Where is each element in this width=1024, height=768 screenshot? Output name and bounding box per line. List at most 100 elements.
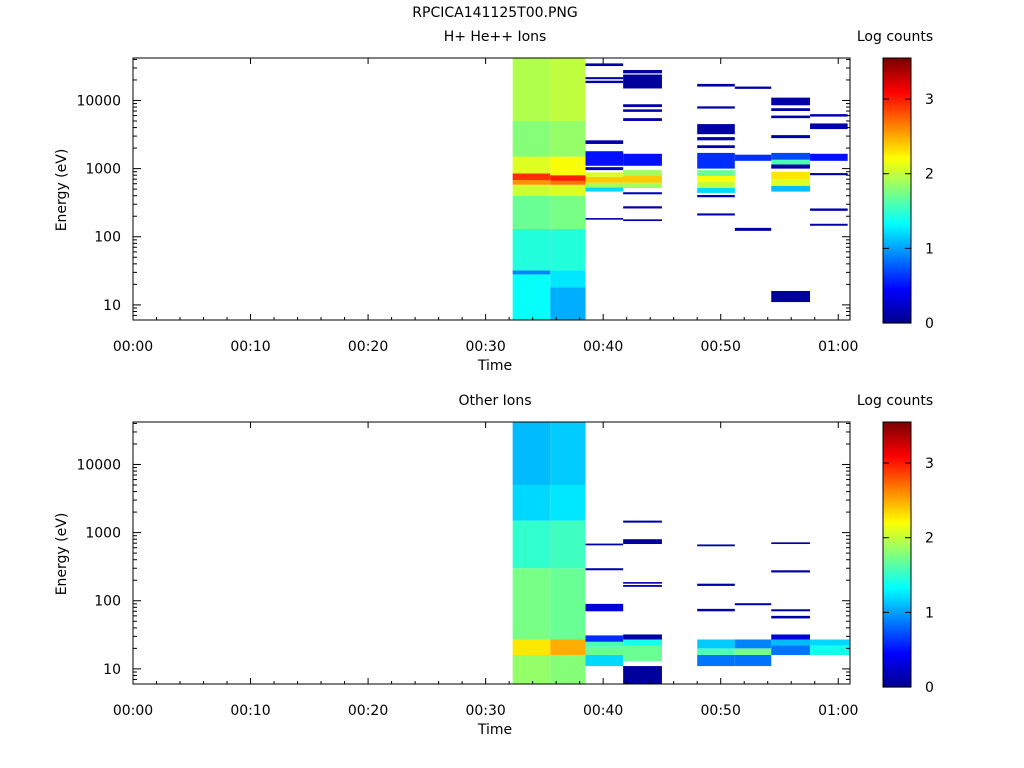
panel-2-colorbar-strip [883,600,911,604]
panel-2-colorbar-strip [883,605,911,609]
panel-1-colorbar-strip [883,278,911,282]
panel-1-colorbar-strip [883,263,911,267]
panel-1-colorbar-strip [883,287,911,291]
panel-2-cell-c3-b7 [623,520,662,523]
panel-1-colorbar-strip [883,183,911,187]
panel-2-colorbar-strip [883,611,911,615]
panel-2-colorbar-strip [883,651,911,655]
panel-1-cell-c1-b1 [550,270,586,288]
panel-1-colorbar-strip [883,157,911,161]
panel-1-cell-c0-b7 [512,156,551,174]
panel-1-cell-c3-b10 [623,74,662,89]
panel-2-cell-c1-b0 [550,654,586,684]
panel-1-cell-c4-b11 [697,83,735,87]
panel-1-cell-c0-b2 [512,228,551,271]
panel-2-colorbar-strip [883,653,911,657]
panel-1-colorbar-strip [883,73,911,77]
panel-1-colorbar-strip [883,300,911,304]
panel-2-cell-c1-b1 [550,639,586,655]
panel-1-colorbar-label: Log counts [856,29,934,45]
panel-1-colorbar-strip [883,258,911,262]
panel-2-colorbar-strip [883,589,911,593]
panel-2-colorbar-strip [883,448,911,452]
panel-1-colorbar-strip [883,247,911,251]
panel-2-cell-c2-b0 [585,654,624,667]
panel-1-colorbar-strip [883,141,911,145]
panel-2-cbar-label-3: 3 [925,456,934,472]
panel-2-cell-c7-b1 [810,639,850,646]
panel-1-colorbar-strip [883,252,911,256]
panel-2-cell-c1-b3 [550,520,586,569]
panel-1-colorbar-strip [883,294,911,298]
panel-1-colorbar-strip [883,197,911,200]
panel-1-colorbar-strip [883,307,911,311]
panel-1-colorbar-strip [883,203,911,207]
panel-2-colorbar-strip [883,583,911,587]
panel-1-colorbar-strip [883,292,911,295]
panel-2-colorbar-strip [883,534,911,538]
panel-1-colorbar-strip [883,126,911,130]
panel-1-colorbar-strip [883,168,911,172]
panel-2-colorbar-strip [883,463,911,467]
panel-1-cell-c4-b5 [697,170,735,176]
panel-1-colorbar-strip [883,69,911,72]
panel-2-colorbar-strip [883,430,911,434]
panel-2-xtick-label-3: 00:30 [465,703,505,719]
panel-1-cell-c0-b3 [512,195,551,229]
panel-2-xlabel: Time [477,722,513,738]
panel-2-colorbar-strip [883,545,911,549]
panel-2-cell-c4-b1 [697,648,735,655]
panel-2-colorbar-strip [883,433,911,436]
panel-2-colorbar-strip [883,505,911,509]
panel-2-colorbar-strip [883,620,911,624]
panel-2-colorbar-strip [883,581,911,584]
panel-1-cell-c2-b0 [585,218,624,220]
panel-1-cell-c2-b10 [585,63,624,67]
panel-1-colorbar-strip [883,77,911,81]
panel-2-colorbar-strip [883,539,911,542]
panel-2-colorbar-strip [883,472,911,476]
panel-2-colorbar-strip [883,459,911,463]
panel-1-cell-c1-b5 [550,180,586,185]
panel-1-colorbar-strip [883,261,911,264]
panel-2-colorbar-strip [883,682,911,686]
panel-2-colorbar-strip [883,594,911,598]
panel-1-cell-c3-b0 [623,219,662,222]
panel-1-cell-c5-b2 [734,86,772,89]
panel-2-colorbar-strip [883,627,911,631]
panel-1-cell-c6-b1 [771,185,811,192]
panel-2-colorbar-frame [882,421,912,688]
panel-2-colorbar-strip [883,572,911,575]
panel-1-colorbar-strip [883,214,911,218]
panel-2-colorbar-strip [883,556,911,560]
panel-2-cell-c5-b2 [734,639,772,649]
panel-2-ytick-label-0: 10 [103,662,121,678]
panel-1-cell-c0-b6 [512,173,551,181]
panel-2-xtick-label-6: 01:00 [818,703,858,719]
panel-1-cell-c6-b0 [771,290,811,303]
panel-1-colorbar-strip [883,80,911,83]
panel-1-colorbar-strip [883,84,911,88]
panel-1-cell-c4-b0 [697,213,735,216]
panel-1-colorbar-strip [883,177,911,181]
panel-2-colorbar-strip [883,422,911,425]
panel-2-colorbar-strip [883,532,911,536]
panel-1-colorbar-strip [883,194,911,198]
panel-2-colorbar-strip [883,455,911,458]
panel-1-colorbar-strip [883,285,911,289]
panel-2-cell-c2-b5 [585,568,624,571]
panel-2-colorbar-strip [883,658,911,662]
panel-1-colorbar-strip [883,75,911,79]
panel-2-colorbar-strip [883,439,911,443]
panel-1-colorbar-strip [883,86,911,90]
panel-2-cell-c2-b4 [585,603,624,612]
panel-2-cell-c6-b4 [771,609,811,612]
panel-2-colorbar-strip [883,669,911,673]
panel-2-colorbar-strip [883,437,911,441]
panel-1-cbar-label-1: 1 [925,241,934,257]
panel-1-colorbar-strip [883,272,911,276]
panel-1-cell-c6-b7 [771,135,811,139]
panel-2-cbar-label-1: 1 [925,605,934,621]
panel-1-cell-c2-b3 [585,176,624,183]
panel-2-cell-c5-b3 [734,603,772,606]
